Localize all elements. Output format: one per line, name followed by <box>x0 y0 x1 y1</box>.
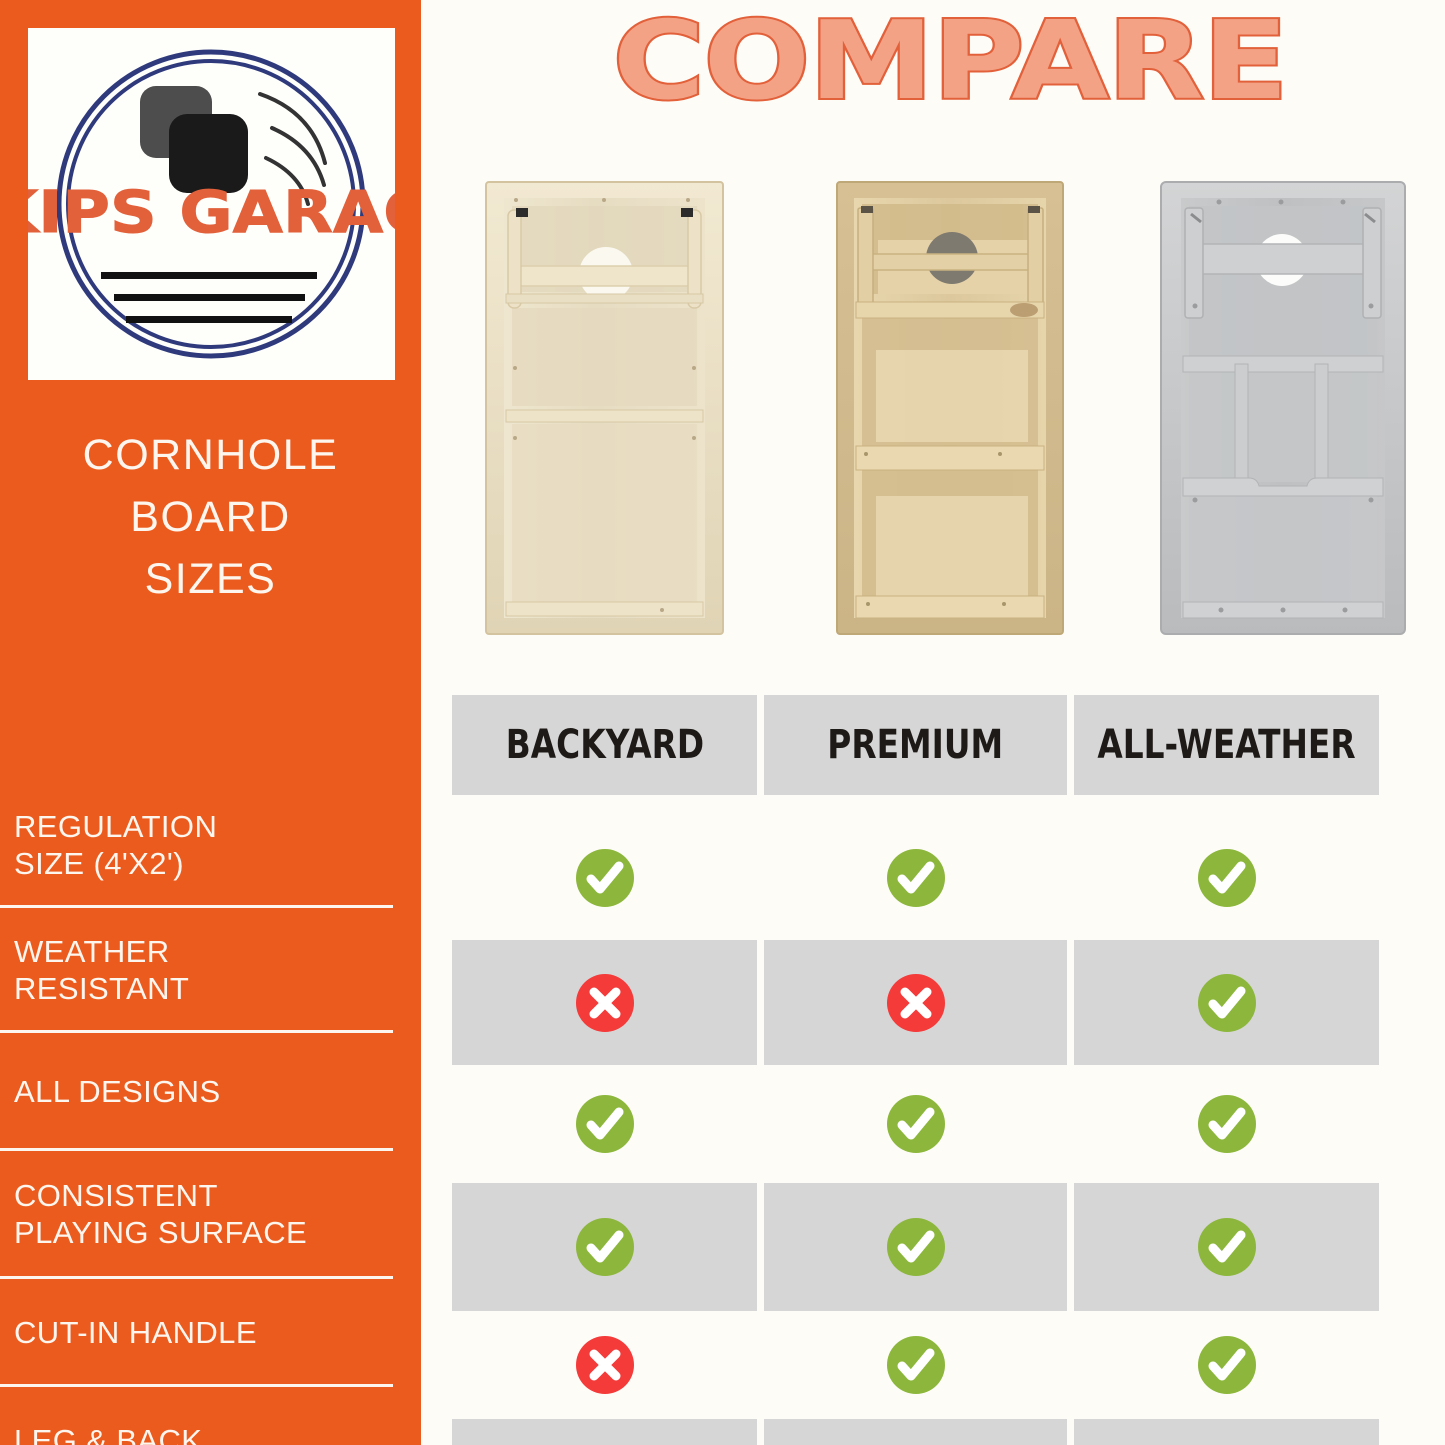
motion-arc-icon <box>258 92 327 165</box>
cell-check <box>1074 1065 1379 1183</box>
feature-label: WEATHER RESISTANT <box>0 907 421 1032</box>
feature-label: CONSISTENT PLAYING SURFACE <box>0 1150 421 1278</box>
check-icon <box>1195 971 1259 1035</box>
check-icon <box>1195 1215 1259 1279</box>
cell-cross <box>764 940 1067 1065</box>
feature-separator <box>0 905 393 908</box>
feature-label-text: CONSISTENT PLAYING SURFACE <box>14 1177 307 1251</box>
check-icon <box>1195 1092 1259 1156</box>
cell-check <box>764 1183 1067 1311</box>
check-icon <box>884 1215 948 1279</box>
check-icon <box>884 1092 948 1156</box>
table-row <box>452 815 1445 940</box>
cell-check <box>764 1065 1067 1183</box>
feature-label-line: PLAYING SURFACE <box>14 1215 308 1250</box>
cell-check <box>764 1419 1067 1445</box>
feature-label-text: REGULATION SIZE (4'X2') <box>14 808 217 882</box>
cell-check <box>1074 1419 1379 1445</box>
sidebar: SKIPS GARAGE CORNHOLE BOARD SIZES REGULA… <box>0 0 421 1445</box>
cell-cross <box>452 940 757 1065</box>
check-icon <box>573 1092 637 1156</box>
column-header-label: PREMIUM <box>827 722 1004 768</box>
motion-arc-icon <box>270 126 326 187</box>
feature-label: REGULATION SIZE (4'X2') <box>0 782 421 907</box>
feature-label-line: ALL DESIGNS <box>14 1073 221 1109</box>
feature-label-line: RESISTANT <box>14 970 190 1006</box>
table-row <box>452 1183 1445 1311</box>
cell-check <box>452 815 757 940</box>
cell-check <box>1074 1311 1379 1419</box>
feature-label-text: CUT-IN HANDLE <box>14 1314 257 1351</box>
feature-separator <box>0 1030 393 1033</box>
column-header-premium[interactable]: PREMIUM <box>764 695 1067 795</box>
cell-check <box>764 815 1067 940</box>
table-row <box>452 1065 1445 1183</box>
premium-board-photo <box>834 178 1066 638</box>
cell-check <box>452 1065 757 1183</box>
cell-check <box>1074 940 1379 1065</box>
feature-label-text: WEATHER RESISTANT <box>14 933 189 1007</box>
table-row <box>452 1419 1445 1445</box>
cell-check <box>1074 815 1379 940</box>
cell-cross <box>452 1311 757 1419</box>
check-icon <box>884 1333 948 1397</box>
cross-icon <box>573 1333 637 1397</box>
feature-label-line: LEG & BACK <box>14 1423 203 1445</box>
logo-panel: SKIPS GARAGE <box>28 28 395 380</box>
feature-label: CUT-IN HANDLE <box>0 1278 421 1386</box>
skips-garage-logo: SKIPS GARAGE <box>28 49 395 359</box>
table-row <box>452 940 1445 1065</box>
check-icon <box>573 1215 637 1279</box>
page-title-line-2: BOARD <box>130 493 291 541</box>
check-icon <box>573 846 637 910</box>
feature-label-line: SIZE (4'X2') <box>14 845 184 881</box>
cell-check <box>452 1419 757 1445</box>
cross-icon <box>573 971 637 1035</box>
cell-check <box>764 1311 1067 1419</box>
comparison-table: BACKYARD PREMIUM ALL-WEATHER <box>452 695 1445 1445</box>
feature-separator <box>0 1384 393 1387</box>
cell-check <box>452 1183 757 1311</box>
column-header-label: ALL-WEATHER <box>1097 722 1356 768</box>
feature-label-text: LEG & BACKBRACES <box>14 1422 202 1445</box>
feature-label-line: REGULATION <box>14 808 218 844</box>
check-icon <box>1195 846 1259 910</box>
page-title: CORNHOLE BOARD SIZES <box>0 424 421 610</box>
check-icon <box>1195 1333 1259 1397</box>
product-photo-strip <box>452 168 1445 648</box>
feature-label-line: CONSISTENT <box>14 1178 218 1213</box>
feature-separator <box>0 1148 393 1151</box>
motion-arc-icon <box>264 156 310 206</box>
column-header-all-weather[interactable]: ALL-WEATHER <box>1074 695 1379 795</box>
backyard-board-photo <box>482 178 727 638</box>
feature-label: ALL DESIGNS <box>0 1032 421 1150</box>
page-title-line-3: SIZES <box>144 555 277 603</box>
logo-brand-text: SKIPS GARAGE <box>28 178 395 246</box>
feature-label-text: ALL DESIGNS <box>14 1073 221 1110</box>
all-weather-board-photo <box>1157 178 1409 638</box>
feature-label: LEG & BACKBRACES <box>0 1386 421 1445</box>
cross-icon <box>884 971 948 1035</box>
feature-label-list: REGULATION SIZE (4'X2') WEATHER RESISTANT AL… <box>0 782 421 1445</box>
table-header-row: BACKYARD PREMIUM ALL-WEATHER <box>452 695 1445 795</box>
feature-separator <box>0 1276 393 1279</box>
column-header-label: BACKYARD <box>505 722 704 768</box>
feature-label-line: WEATHER <box>14 933 170 969</box>
cell-check <box>1074 1183 1379 1311</box>
check-icon <box>884 846 948 910</box>
column-header-backyard[interactable]: BACKYARD <box>452 695 757 795</box>
page-title-line-1: CORNHOLE <box>82 431 339 479</box>
table-row <box>452 1311 1445 1419</box>
square-front-icon <box>169 114 248 193</box>
compare-heading: COMPARE <box>611 0 1291 124</box>
feature-label-line: CUT-IN HANDLE <box>14 1314 257 1350</box>
